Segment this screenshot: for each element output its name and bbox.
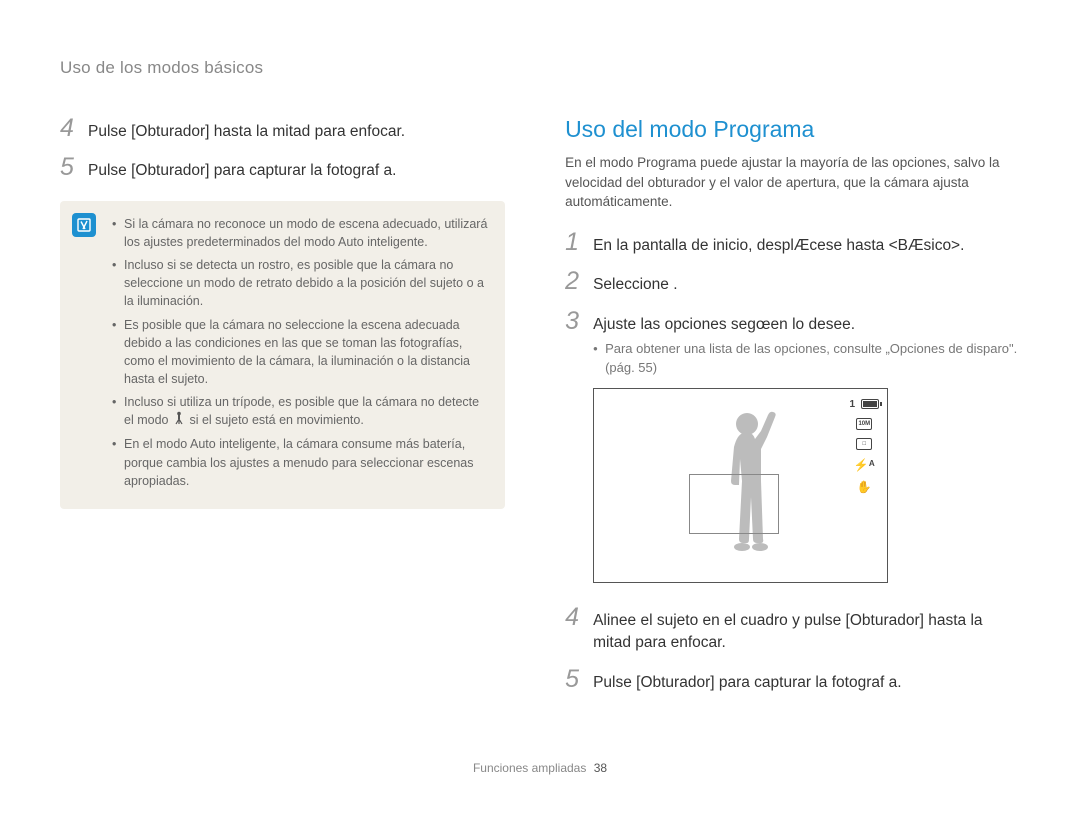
step-text: En la pantalla de inicio, desplÆcese has… [593,235,964,257]
step-text: Pulse [Obturador] para capturar la fotog… [593,672,901,694]
flash-auto-icon: ⚡ᴬ [854,458,875,472]
sub-bullet: Para obtener una lista de las opciones, … [565,340,1020,378]
step-5: 5 Pulse [Obturador] para capturar la fot… [60,155,505,182]
content-columns: 4 Pulse [Obturador] hasta la mitad para … [60,116,1020,706]
diagram-status-icons: 1 10M □ ⚡ᴬ ✋ [850,399,880,494]
step-number: 5 [565,667,593,692]
note-item: Incluso si utiliza un trípode, es posibl… [112,393,489,430]
step-number: 4 [565,605,593,630]
step-number: 3 [565,309,593,334]
footer-page-number: 38 [594,761,607,775]
note-item: Incluso si se detecta un rostro, es posi… [112,256,489,310]
section-heading: Uso del modo Programa [565,116,1020,143]
step-number: 4 [60,116,88,141]
step-number: 5 [60,155,88,180]
note-icon [72,213,96,237]
step-text: Pulse [Obturador] para capturar la fotog… [88,160,396,182]
shot-count: 1 [850,399,856,410]
camera-screen-diagram: 1 10M □ ⚡ᴬ ✋ [593,388,888,583]
focus-rectangle [689,474,779,534]
info-note-box: Si la cámara no reconoce un modo de esce… [60,201,505,509]
footer-section: Funciones ampliadas [473,761,586,775]
metering-icon: □ [856,438,872,450]
battery-icon [861,399,879,409]
page-footer: Funciones ampliadas 38 [0,761,1080,775]
step-text: Seleccione . [593,274,677,296]
tripod-person-icon [174,411,184,430]
note-item: Es posible que la cámara no seleccione l… [112,316,489,389]
stabilizer-icon: ✋ [857,480,872,494]
right-column: Uso del modo Programa En el modo Program… [565,116,1020,706]
resolution-icon: 10M [856,418,872,430]
step-text: Ajuste las opciones segœen lo desee. [593,314,855,336]
step-1: 1 En la pantalla de inicio, desplÆcese h… [565,230,1020,257]
note-item: En el modo Auto inteligente, la cámara c… [112,435,489,489]
step-2: 2 Seleccione . [565,269,1020,296]
breadcrumb: Uso de los modos básicos [60,58,1020,78]
left-column: 4 Pulse [Obturador] hasta la mitad para … [60,116,505,706]
step-4: 4 Pulse [Obturador] hasta la mitad para … [60,116,505,143]
step-number: 1 [565,230,593,255]
step-text: Pulse [Obturador] hasta la mitad para en… [88,121,405,143]
step-5: 5 Pulse [Obturador] para capturar la fot… [565,667,1020,694]
step-3: 3 Ajuste las opciones segœen lo desee. [565,309,1020,336]
step-number: 2 [565,269,593,294]
section-intro: En el modo Programa puede ajustar la may… [565,153,1020,212]
note-item: Si la cámara no reconoce un modo de esce… [112,215,489,251]
note-text-part: si el sujeto está en movimiento. [189,413,363,427]
step-4: 4 Alinee el sujeto en el cuadro y pulse … [565,605,1020,655]
step-text: Alinee el sujeto en el cuadro y pulse [O… [593,610,1020,655]
